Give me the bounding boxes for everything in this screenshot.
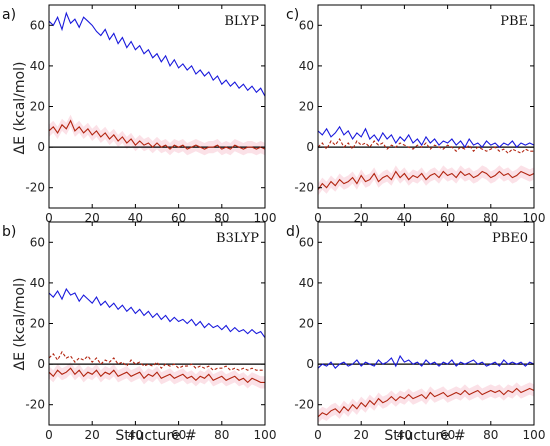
series-line-red-solid bbox=[48, 367, 265, 384]
y-tick-label: 60 bbox=[299, 18, 314, 32]
y-tick-label: 20 bbox=[299, 100, 314, 114]
panel-letter: a) bbox=[2, 7, 16, 23]
plot-frame bbox=[48, 221, 266, 426]
series-line-red-solid bbox=[317, 170, 535, 191]
panel-method-label: PBE0 bbox=[492, 231, 528, 246]
series-line-red-dashed bbox=[317, 137, 534, 154]
y-tick-label: 40 bbox=[30, 276, 45, 290]
uncertainty-band bbox=[49, 362, 265, 389]
x-tick-label: 100 bbox=[523, 428, 546, 442]
panel-letter: d) bbox=[286, 224, 300, 240]
x-tick-label: 20 bbox=[354, 428, 369, 442]
y-tick-label: 0 bbox=[37, 140, 45, 154]
y-tick-label: 40 bbox=[30, 59, 45, 73]
panel-letter: c) bbox=[286, 7, 299, 23]
x-tick-label: 60 bbox=[440, 428, 455, 442]
x-tick-label: 0 bbox=[314, 211, 322, 225]
panel-letter: b) bbox=[2, 224, 16, 240]
series-line-red-solid bbox=[317, 387, 535, 418]
x-tick-label: 0 bbox=[45, 428, 53, 442]
x-axis-label-left: Structure # bbox=[115, 428, 196, 444]
x-tick-label: 60 bbox=[171, 428, 186, 442]
y-tick-label: 40 bbox=[299, 59, 314, 73]
panel-method-label: B3LYP bbox=[216, 231, 259, 246]
x-tick-label: 100 bbox=[254, 428, 277, 442]
x-tick-label: 40 bbox=[397, 428, 412, 442]
plot-frame bbox=[48, 4, 266, 209]
series-line-blue-solid bbox=[48, 287, 266, 339]
y-tick-label: -20 bbox=[25, 181, 45, 195]
y-axis-label-top: ΔE (kcal/mol) bbox=[12, 62, 28, 155]
series-line-blue-solid bbox=[48, 11, 266, 97]
y-tick-label: -20 bbox=[294, 181, 314, 195]
y-tick-label: 60 bbox=[299, 235, 314, 249]
uncertainty-band bbox=[49, 114, 265, 156]
series-line-red-solid bbox=[48, 119, 266, 150]
x-tick-label: 40 bbox=[128, 428, 143, 442]
series-line-red-dashed bbox=[48, 350, 265, 371]
panels-layer: 0 20 40 60 80 100 -20 0 20 40 60 BLYP a) 0 20 40 60 80 100… bbox=[2, 4, 546, 442]
series-line-blue-solid bbox=[317, 354, 535, 370]
y-tick-label: 60 bbox=[30, 235, 45, 249]
chart-panel-3: 0 20 40 60 80 100 -20 0 20 40 60 B3LYP b) bbox=[2, 221, 277, 442]
x-tick-label: 0 bbox=[314, 428, 322, 442]
y-tick-label: 0 bbox=[37, 357, 45, 371]
y-tick-label: -20 bbox=[25, 398, 45, 412]
y-tick-label: 20 bbox=[299, 317, 314, 331]
series-line-blue-solid bbox=[317, 125, 535, 149]
x-tick-label: 20 bbox=[85, 428, 100, 442]
y-tick-label: 20 bbox=[30, 317, 45, 331]
uncertainty-band bbox=[318, 165, 534, 196]
panel-method-label: BLYP bbox=[224, 14, 259, 29]
y-tick-label: 40 bbox=[299, 276, 314, 290]
y-tick-label: -20 bbox=[294, 398, 314, 412]
x-tick-label: 80 bbox=[214, 428, 229, 442]
y-tick-label: 20 bbox=[30, 100, 45, 114]
x-tick-label: 80 bbox=[483, 428, 498, 442]
y-tick-label: 0 bbox=[306, 140, 314, 154]
y-tick-label: 60 bbox=[30, 18, 45, 32]
uncertainty-band bbox=[318, 382, 534, 423]
y-axis-label-bottom: ΔE (kcal/mol) bbox=[12, 278, 28, 371]
panel-method-label: PBE bbox=[500, 14, 528, 29]
x-tick-label: 0 bbox=[45, 211, 53, 225]
x-axis-label-right: Structure # bbox=[384, 428, 465, 444]
y-tick-label: 0 bbox=[306, 357, 314, 371]
chart-panel-4: 0 20 40 60 80 100 -20 0 20 40 60 PBE0 d) bbox=[286, 221, 546, 442]
